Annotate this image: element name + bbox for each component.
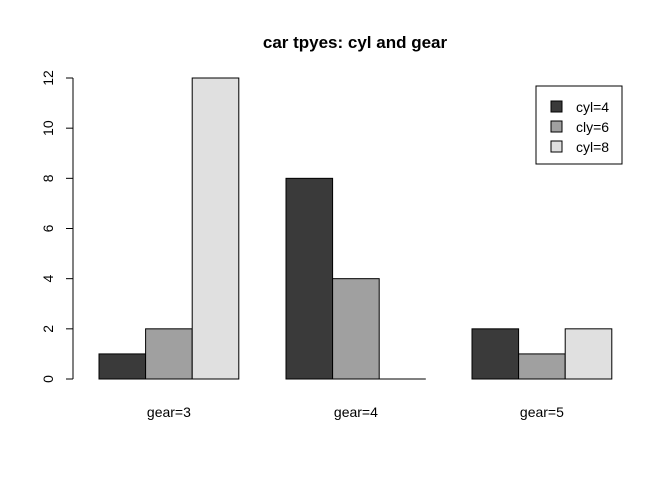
x-category-label: gear=3 — [147, 404, 191, 420]
legend: cyl=4 cly=6 cyl=8 — [535, 85, 623, 165]
legend-swatch — [550, 100, 563, 113]
y-tick-label: 2 — [40, 325, 56, 333]
legend-label: cly=6 — [576, 119, 609, 135]
legend-label: cyl=8 — [576, 139, 609, 155]
y-tick-label: 6 — [40, 224, 56, 232]
bar-gear=5-cly=6 — [518, 353, 566, 380]
y-tick-label: 8 — [40, 174, 56, 182]
x-category-label: gear=4 — [334, 404, 378, 420]
bar-gear=5-cyl=4 — [471, 328, 520, 380]
legend-swatch — [550, 140, 563, 153]
legend-box — [535, 85, 623, 165]
bar-gear=3-cly=6 — [145, 328, 193, 380]
bars-group — [98, 77, 613, 380]
y-tick-label: 10 — [40, 120, 56, 136]
y-tick-label: 0 — [40, 375, 56, 383]
x-category-label: gear=5 — [520, 404, 564, 420]
bar-gear=3-cyl=8 — [191, 77, 240, 380]
bar-gear=5-cyl=8 — [564, 328, 613, 380]
x-axis-labels: gear=3 gear=4 gear=5 — [147, 404, 564, 420]
bar-gear=4-cyl=4 — [285, 177, 334, 380]
bar-gear=3-cyl=4 — [98, 353, 147, 380]
y-tick-label: 12 — [40, 70, 56, 86]
y-axis: 0 2 4 6 8 10 12 — [40, 70, 74, 383]
legend-label: cyl=4 — [576, 99, 609, 115]
chart-title: car tpyes: cyl and gear — [263, 33, 448, 52]
y-tick-label: 4 — [40, 275, 56, 283]
bar-gear=4-cly=6 — [332, 278, 380, 380]
legend-swatch — [550, 120, 563, 133]
